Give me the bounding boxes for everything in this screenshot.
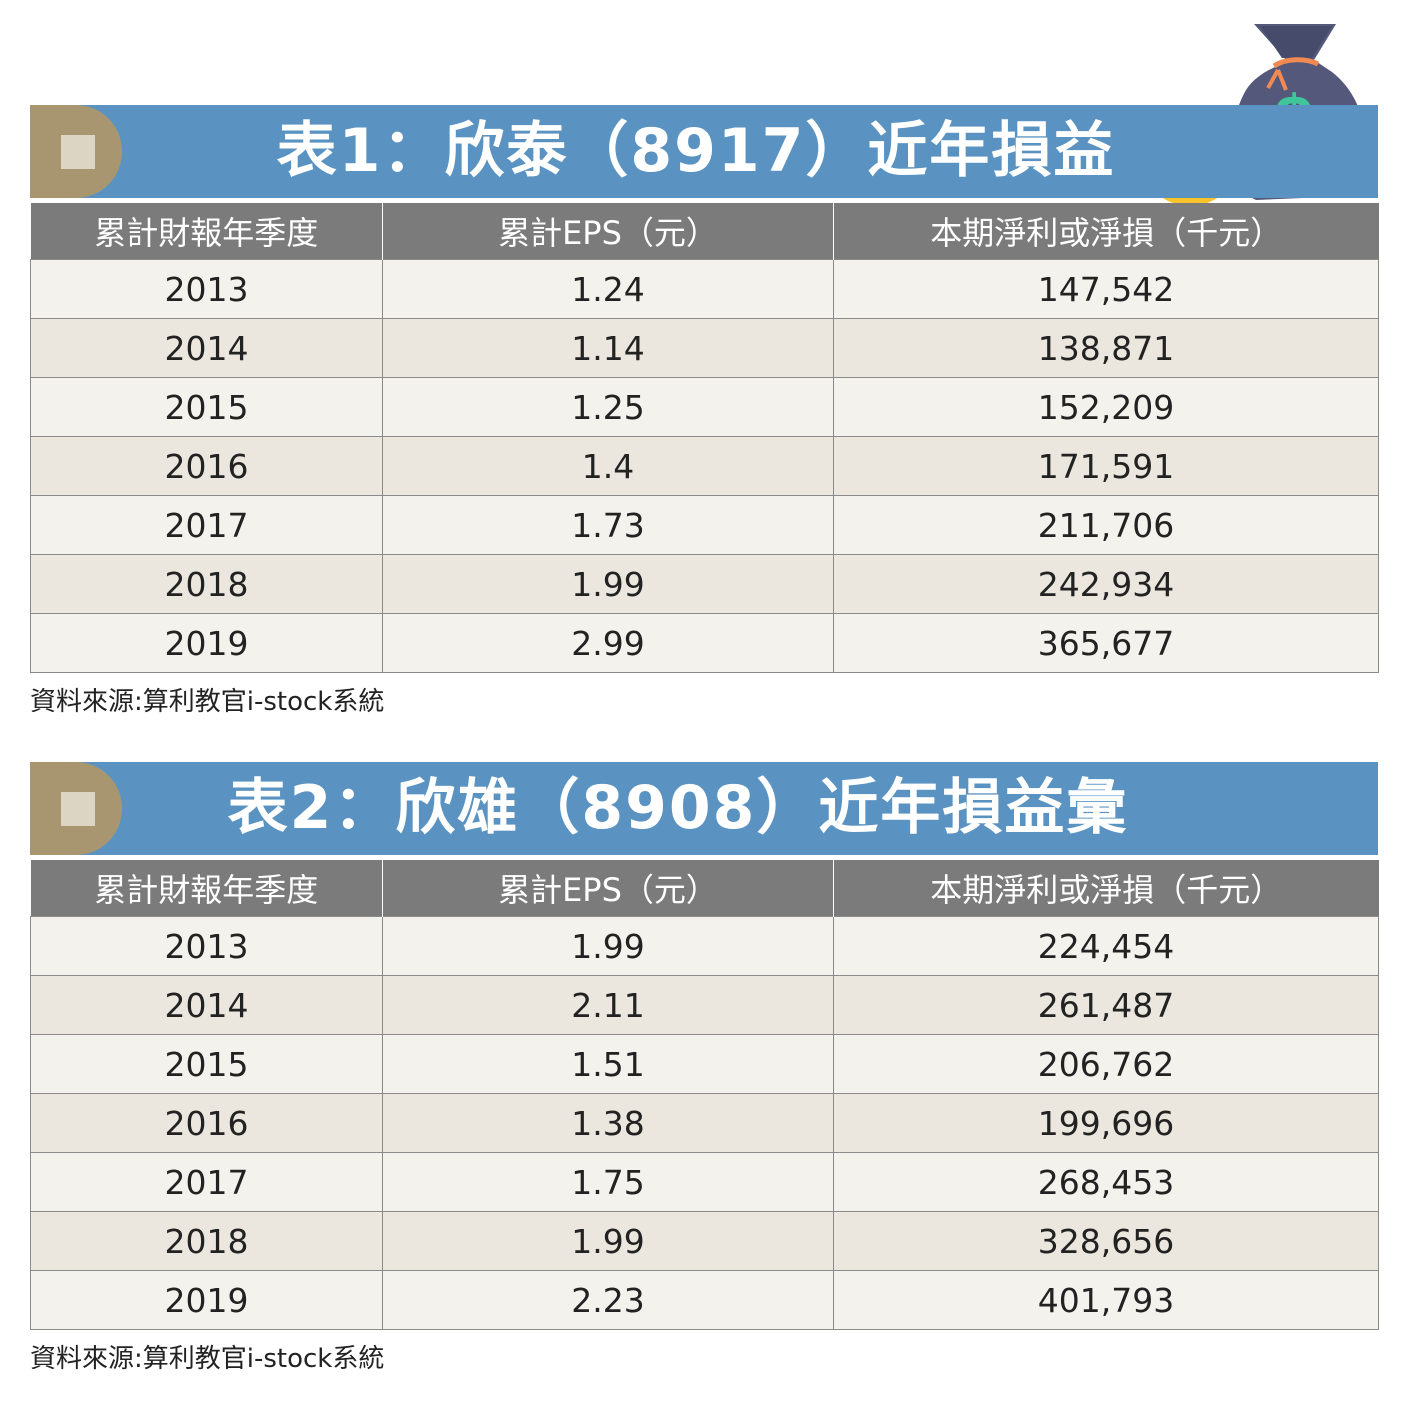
cell-net-income: 365,677 [833, 613, 1379, 673]
cell-year: 2013 [30, 259, 383, 319]
cell-eps: 2.11 [382, 975, 834, 1035]
title-tab-decoration [30, 762, 122, 855]
column-header-net-income: 本期淨利或淨損（千元） [833, 203, 1379, 260]
cell-eps: 1.38 [382, 1093, 834, 1153]
cell-eps: 1.24 [382, 259, 834, 319]
table-row: 2018 1.99 328,656 [30, 1211, 1379, 1271]
cell-net-income: 242,934 [833, 554, 1379, 614]
table-row: 2019 2.23 401,793 [30, 1270, 1379, 1330]
column-header-net-income: 本期淨利或淨損（千元） [833, 860, 1379, 917]
cell-net-income: 147,542 [833, 259, 1379, 319]
table-row: 2017 1.75 268,453 [30, 1152, 1379, 1212]
column-header-eps: 累計EPS（元） [382, 203, 834, 260]
cell-eps: 2.99 [382, 613, 834, 673]
table-row: 2018 1.99 242,934 [30, 554, 1379, 614]
cell-net-income: 224,454 [833, 916, 1379, 976]
cell-year: 2019 [30, 613, 383, 673]
cell-eps: 1.99 [382, 554, 834, 614]
cell-net-income: 261,487 [833, 975, 1379, 1035]
cell-net-income: 206,762 [833, 1034, 1379, 1094]
table-row: 2019 2.99 365,677 [30, 613, 1379, 673]
cell-year: 2015 [30, 1034, 383, 1094]
table-title: 表2：欣雄（8908）近年損益彙 [227, 773, 1129, 843]
table-section-2: 表2：欣雄（8908）近年損益彙 累計財報年季度 累計EPS（元） 本期淨利或淨… [30, 762, 1379, 1374]
title-tab-decoration [30, 105, 122, 198]
source-note: 資料來源:算利教官i-stock系統 [30, 1344, 385, 1374]
table-row: 2015 1.25 152,209 [30, 377, 1379, 437]
source-note: 資料來源:算利教官i-stock系統 [30, 687, 385, 717]
table-title: 表1：欣泰（8917）近年損益 [276, 116, 1116, 186]
table-title-bar: 表1：欣泰（8917）近年損益 [30, 105, 1378, 198]
column-header-period: 累計財報年季度 [30, 860, 383, 917]
table-row: 2013 1.24 147,542 [30, 259, 1379, 319]
cell-net-income: 152,209 [833, 377, 1379, 437]
cell-eps: 2.23 [382, 1270, 834, 1330]
cell-eps: 1.51 [382, 1034, 834, 1094]
cell-eps: 1.99 [382, 916, 834, 976]
cell-year: 2016 [30, 436, 383, 496]
cell-year: 2016 [30, 1093, 383, 1153]
table-row: 2014 1.14 138,871 [30, 318, 1379, 378]
table-title-bar: 表2：欣雄（8908）近年損益彙 [30, 762, 1378, 855]
header-row: 累計財報年季度 累計EPS（元） 本期淨利或淨損（千元） [30, 203, 1379, 260]
cell-net-income: 211,706 [833, 495, 1379, 555]
column-header-eps: 累計EPS（元） [382, 860, 834, 917]
table-section-1: 表1：欣泰（8917）近年損益 累計財報年季度 累計EPS（元） 本期淨利或淨損… [30, 105, 1379, 717]
cell-net-income: 138,871 [833, 318, 1379, 378]
cell-year: 2018 [30, 554, 383, 614]
column-header-period: 累計財報年季度 [30, 203, 383, 260]
cell-net-income: 171,591 [833, 436, 1379, 496]
cell-eps: 1.73 [382, 495, 834, 555]
cell-net-income: 401,793 [833, 1270, 1379, 1330]
cell-eps: 1.25 [382, 377, 834, 437]
table-row: 2016 1.38 199,696 [30, 1093, 1379, 1153]
cell-eps: 1.99 [382, 1211, 834, 1271]
cell-year: 2017 [30, 1152, 383, 1212]
table-row: 2015 1.51 206,762 [30, 1034, 1379, 1094]
cell-year: 2018 [30, 1211, 383, 1271]
table-row: 2013 1.99 224,454 [30, 916, 1379, 976]
cell-year: 2017 [30, 495, 383, 555]
cell-eps: 1.14 [382, 318, 834, 378]
cell-net-income: 268,453 [833, 1152, 1379, 1212]
table-row: 2014 2.11 261,487 [30, 975, 1379, 1035]
cell-year: 2019 [30, 1270, 383, 1330]
data-table: 累計財報年季度 累計EPS（元） 本期淨利或淨損（千元） 2013 1.24 1… [30, 203, 1379, 673]
cell-eps: 1.4 [382, 436, 834, 496]
cell-eps: 1.75 [382, 1152, 834, 1212]
cell-year: 2015 [30, 377, 383, 437]
cell-net-income: 199,696 [833, 1093, 1379, 1153]
table-row: 2017 1.73 211,706 [30, 495, 1379, 555]
data-table: 累計財報年季度 累計EPS（元） 本期淨利或淨損（千元） 2013 1.99 2… [30, 860, 1379, 1330]
header-row: 累計財報年季度 累計EPS（元） 本期淨利或淨損（千元） [30, 860, 1379, 917]
cell-year: 2014 [30, 318, 383, 378]
cell-net-income: 328,656 [833, 1211, 1379, 1271]
cell-year: 2013 [30, 916, 383, 976]
cell-year: 2014 [30, 975, 383, 1035]
table-row: 2016 1.4 171,591 [30, 436, 1379, 496]
